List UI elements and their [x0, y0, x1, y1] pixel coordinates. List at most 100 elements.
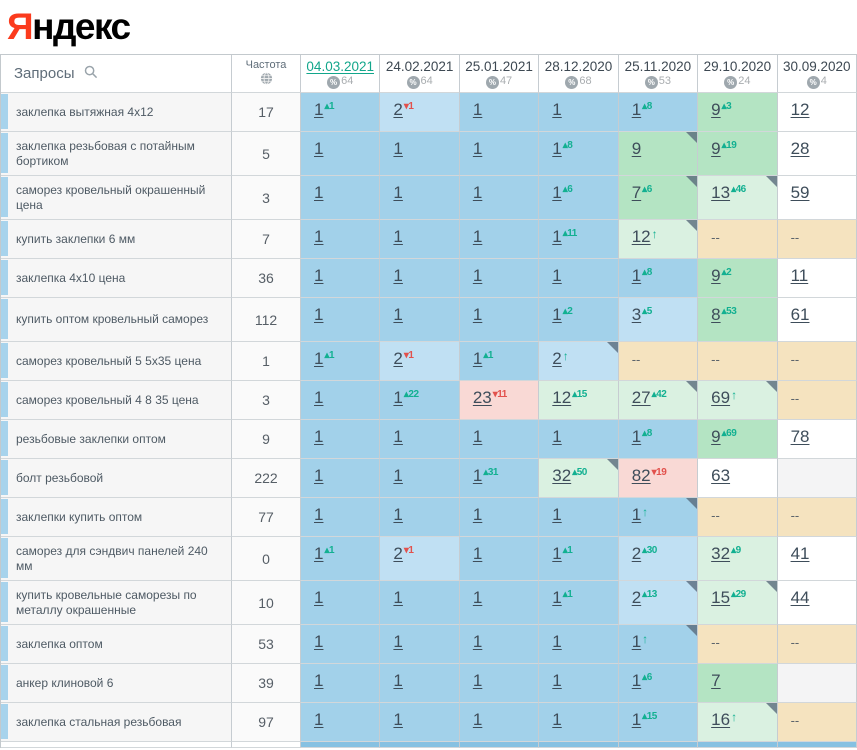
position-cell[interactable]: 1▴31 — [459, 459, 540, 498]
keyword-cell[interactable]: заклепка вытяжная 4х12 — [1, 93, 232, 132]
position-cell[interactable]: 44 — [777, 581, 857, 625]
position-cell[interactable]: 2↑ — [539, 342, 619, 381]
position-cell[interactable]: 2▾1 — [380, 93, 460, 132]
position-cell[interactable]: 2▴13 — [618, 581, 699, 625]
position-link[interactable]: 1 — [472, 183, 483, 202]
position-cell[interactable]: 1 — [459, 625, 540, 664]
position-cell[interactable]: 1▴6 — [539, 176, 619, 220]
position-cell[interactable]: 12↑ — [618, 220, 699, 259]
position-link[interactable]: 23 — [472, 388, 492, 407]
position-link[interactable]: 1 — [314, 100, 324, 119]
position-cell[interactable]: 1▴15 — [618, 703, 699, 742]
position-link[interactable]: 2 — [393, 544, 403, 563]
position-link[interactable]: 13 — [711, 183, 731, 202]
position-cell[interactable]: 2▾1 — [380, 537, 460, 581]
position-cell[interactable]: 1 — [539, 625, 619, 664]
position-link[interactable]: 2 — [393, 100, 403, 119]
position-link[interactable]: 78 — [790, 427, 810, 446]
position-cell[interactable]: 1 — [539, 703, 619, 742]
position-link[interactable]: 1 — [393, 388, 403, 407]
position-link[interactable]: 7 — [631, 183, 642, 202]
position-link[interactable]: 1 — [393, 710, 403, 729]
search-icon[interactable] — [84, 65, 98, 83]
position-cell[interactable]: 9▴19 — [698, 132, 778, 176]
keyword-cell[interactable]: купить оптом кровельный саморез — [1, 298, 232, 342]
position-cell[interactable]: 1 — [459, 664, 540, 703]
position-link[interactable]: 1 — [393, 227, 403, 246]
position-cell[interactable]: 11 — [777, 259, 857, 298]
position-cell[interactable]: 1 — [301, 420, 381, 459]
position-link[interactable]: 1 — [472, 305, 483, 324]
position-link[interactable]: 1 — [314, 505, 324, 524]
position-link[interactable]: 1 — [552, 266, 562, 285]
position-cell[interactable]: 1 — [301, 664, 381, 703]
position-link[interactable]: 9 — [711, 100, 721, 119]
date-link[interactable]: 25.01.2021 — [465, 59, 533, 74]
position-link[interactable]: 2 — [393, 349, 403, 368]
keyword-cell[interactable]: болт резьбовой — [1, 459, 232, 498]
position-link[interactable]: 9 — [711, 139, 721, 158]
position-link[interactable]: 1 — [314, 632, 324, 651]
position-link[interactable]: 1 — [314, 671, 324, 690]
position-link[interactable]: 1 — [552, 505, 562, 524]
position-cell[interactable]: 1 — [459, 537, 540, 581]
position-link[interactable]: 1 — [472, 466, 483, 485]
position-link[interactable]: 11 — [790, 266, 809, 285]
position-cell[interactable]: 1▴1 — [539, 581, 619, 625]
position-cell[interactable]: 1 — [301, 625, 381, 664]
position-link[interactable]: 1 — [393, 632, 403, 651]
position-link[interactable]: 63 — [711, 466, 731, 485]
position-cell[interactable]: 2▾1 — [380, 342, 460, 381]
position-cell[interactable]: 1 — [539, 420, 619, 459]
position-cell[interactable]: 1 — [380, 420, 460, 459]
position-cell[interactable]: 12 — [777, 93, 857, 132]
position-link[interactable]: 1 — [552, 710, 562, 729]
position-link[interactable]: 1 — [631, 100, 642, 119]
position-cell[interactable]: 1▴1 — [301, 93, 381, 132]
position-link[interactable]: 1 — [472, 544, 483, 563]
position-link[interactable]: 12 — [552, 388, 572, 407]
position-cell[interactable]: 1 — [301, 259, 381, 298]
position-cell[interactable]: 1 — [380, 259, 460, 298]
position-link[interactable]: 1 — [472, 227, 483, 246]
position-link[interactable]: 1 — [472, 427, 483, 446]
position-cell[interactable]: 63 — [698, 459, 778, 498]
position-link[interactable]: 1 — [472, 266, 483, 285]
position-link[interactable]: 2 — [631, 588, 642, 607]
position-link[interactable]: 32 — [552, 466, 572, 485]
position-cell[interactable]: 1▴2 — [539, 298, 619, 342]
keyword-cell[interactable]: купить кровельные саморезы по металлу ок… — [1, 581, 232, 625]
position-link[interactable]: 1 — [631, 632, 642, 651]
position-cell[interactable]: 27▴42 — [618, 381, 699, 420]
position-cell[interactable]: 2▴30 — [618, 537, 699, 581]
position-link[interactable]: 1 — [552, 305, 562, 324]
position-cell[interactable]: 1 — [380, 220, 460, 259]
position-link[interactable]: 1 — [314, 466, 324, 485]
position-cell[interactable]: 1▴1 — [301, 537, 381, 581]
position-cell[interactable]: 3▴5 — [618, 298, 699, 342]
position-link[interactable]: 3 — [631, 305, 642, 324]
position-cell[interactable]: 1▴22 — [380, 381, 460, 420]
position-link[interactable]: 1 — [631, 710, 642, 729]
position-cell[interactable]: 1▴8 — [539, 132, 619, 176]
position-link[interactable]: 1 — [552, 632, 562, 651]
date-link[interactable]: 28.12.2020 — [544, 59, 613, 74]
position-cell[interactable]: 1 — [459, 93, 540, 132]
position-cell[interactable]: 1 — [380, 664, 460, 703]
position-link[interactable]: 9 — [631, 139, 642, 158]
keyword-cell[interactable]: саморез для сэндвич панелей 240 мм — [1, 537, 232, 581]
position-link[interactable]: 1 — [393, 427, 403, 446]
keyword-cell[interactable]: заклепка резьбовая с потайным бортиком — [1, 132, 232, 176]
globe-icon[interactable] — [260, 72, 273, 88]
position-link[interactable]: 1 — [472, 588, 483, 607]
position-cell[interactable]: 1 — [380, 625, 460, 664]
position-link[interactable]: 9 — [711, 266, 721, 285]
position-link[interactable]: 59 — [790, 183, 810, 202]
position-cell[interactable]: 13▴46 — [698, 176, 778, 220]
position-cell[interactable]: 1 — [380, 498, 460, 537]
position-link[interactable]: 1 — [393, 139, 403, 158]
position-link[interactable]: 1 — [631, 427, 642, 446]
keyword-cell[interactable]: заклепка 4х10 цена — [1, 259, 232, 298]
position-cell[interactable]: 1 — [380, 581, 460, 625]
position-cell[interactable]: 1 — [380, 176, 460, 220]
